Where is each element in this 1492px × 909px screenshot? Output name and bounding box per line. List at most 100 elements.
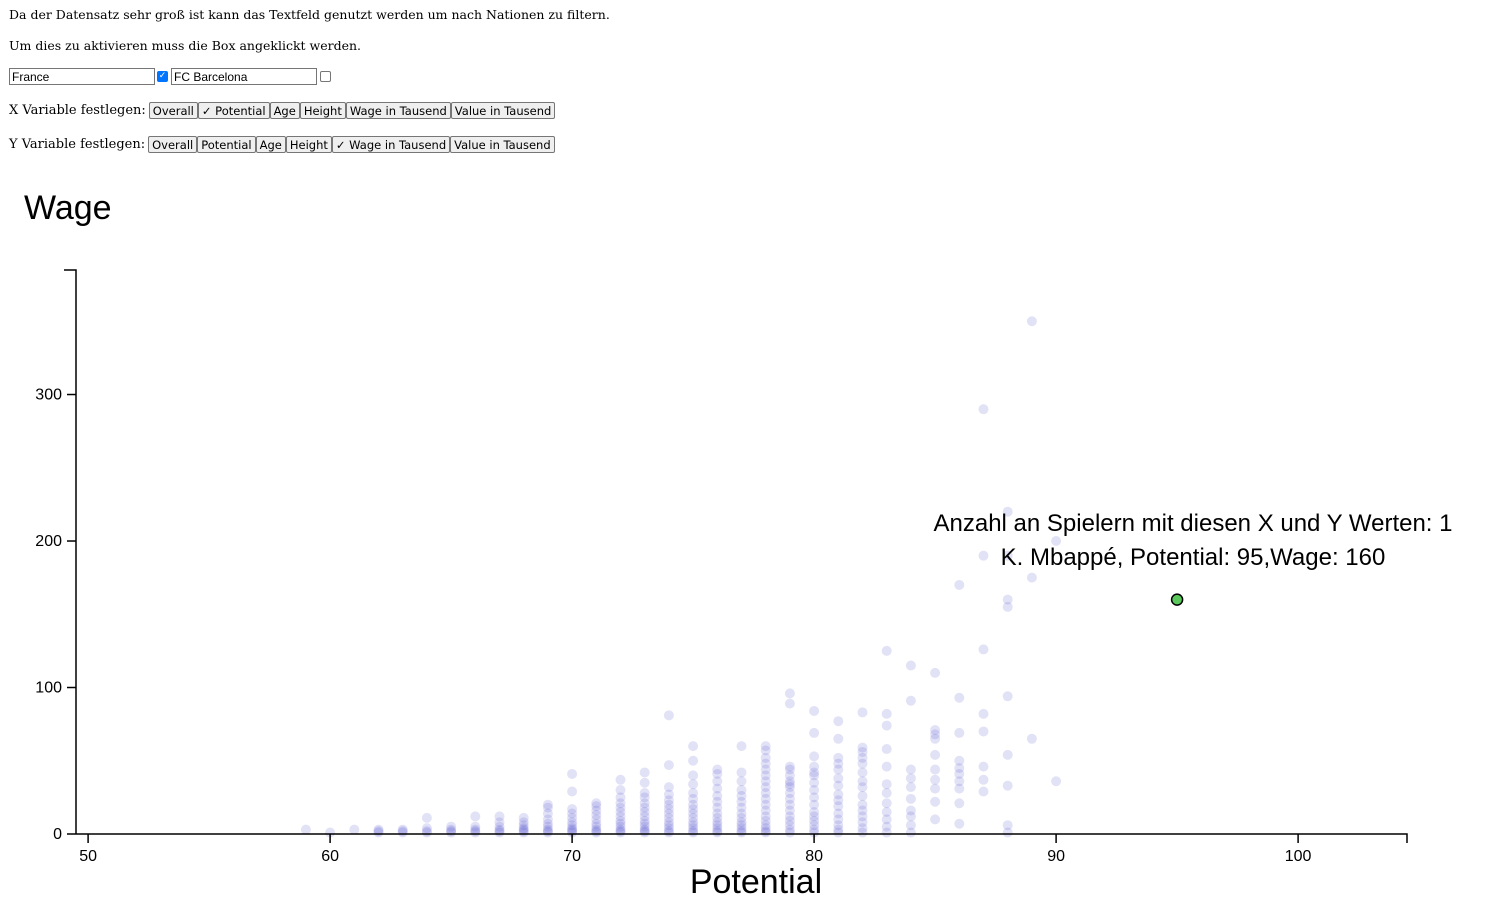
data-point xyxy=(809,785,820,796)
data-point xyxy=(954,755,965,766)
data-point xyxy=(954,763,965,774)
data-point xyxy=(881,807,892,818)
data-point xyxy=(930,729,941,740)
data-point xyxy=(881,744,892,755)
data-point xyxy=(688,808,699,819)
data-point xyxy=(881,645,892,656)
data-point xyxy=(688,755,699,766)
data-point xyxy=(954,692,965,703)
x-option-value-button[interactable]: Value in Tausend xyxy=(450,102,556,119)
data-point xyxy=(905,782,916,793)
data-point xyxy=(833,824,844,835)
data-point xyxy=(736,776,747,787)
data-point xyxy=(1002,780,1013,791)
data-point xyxy=(736,790,747,801)
data-point xyxy=(615,815,626,826)
data-point xyxy=(784,811,795,822)
data-point xyxy=(639,787,650,798)
data-point xyxy=(1002,601,1013,612)
data-point xyxy=(712,817,723,828)
x-option-age-button[interactable]: Age xyxy=(269,102,300,119)
data-point xyxy=(567,812,578,823)
nation-filter-input[interactable] xyxy=(9,68,155,85)
data-point xyxy=(615,785,626,796)
data-point xyxy=(663,760,674,771)
data-point xyxy=(639,798,650,809)
data-point xyxy=(567,817,578,828)
data-point xyxy=(784,793,795,804)
data-point xyxy=(930,814,941,825)
x-option-overall-button[interactable]: Overall xyxy=(148,102,198,119)
y-option-age-button[interactable]: Age xyxy=(255,136,286,153)
data-point xyxy=(591,827,602,838)
y-option-wage-button[interactable]: ✓ Wage in Tausend xyxy=(331,136,451,153)
x-option-wage-button[interactable]: Wage in Tausend xyxy=(345,102,451,119)
data-point xyxy=(736,820,747,831)
data-point xyxy=(325,827,336,838)
data-point xyxy=(857,827,868,838)
data-point xyxy=(760,815,771,826)
data-point xyxy=(663,799,674,810)
data-point xyxy=(688,770,699,781)
data-point xyxy=(809,807,820,818)
y-variable-row: Y Variable festlegen: Overall Potential … xyxy=(9,136,555,153)
x-variable-row: X Variable festlegen: Overall ✓ Potentia… xyxy=(9,102,556,119)
x-option-height-button[interactable]: Height xyxy=(299,102,346,119)
data-point xyxy=(663,812,674,823)
data-point xyxy=(591,821,602,832)
data-point xyxy=(857,746,868,757)
x-tick-label: 100 xyxy=(1285,848,1312,865)
data-point xyxy=(712,776,723,787)
data-point xyxy=(688,823,699,834)
data-point xyxy=(760,787,771,798)
club-filter-input[interactable] xyxy=(171,68,317,85)
data-point xyxy=(809,767,820,778)
y-option-value-button[interactable]: Value in Tausend xyxy=(450,136,555,153)
club-filter-checkbox[interactable] xyxy=(320,71,331,82)
x-tick-label: 70 xyxy=(563,848,581,865)
data-point xyxy=(857,742,868,753)
nation-filter-checkbox[interactable]: ✓ xyxy=(157,71,168,82)
data-point xyxy=(760,782,771,793)
data-point xyxy=(784,799,795,810)
data-point xyxy=(760,770,771,781)
data-point xyxy=(688,812,699,823)
data-point xyxy=(881,779,892,790)
data-point xyxy=(784,820,795,831)
data-point xyxy=(760,776,771,787)
data-point xyxy=(784,761,795,772)
data-point xyxy=(663,789,674,800)
data-point xyxy=(421,827,432,838)
data-point xyxy=(760,752,771,763)
data-point xyxy=(349,824,360,835)
data-point xyxy=(784,805,795,816)
data-point xyxy=(518,827,529,838)
data-point xyxy=(809,815,820,826)
data-point xyxy=(663,817,674,828)
data-point xyxy=(518,823,529,834)
data-point xyxy=(542,814,553,825)
y-option-potential-button[interactable]: Potential xyxy=(197,136,256,153)
x-option-potential-button[interactable]: ✓ Potential xyxy=(197,102,270,119)
tooltip-player: K. Mbappé, Potential: 95,Wage: 160 xyxy=(1001,544,1386,571)
data-point xyxy=(857,776,868,787)
data-point xyxy=(809,811,820,822)
data-point xyxy=(639,807,650,818)
y-tick-label: 300 xyxy=(35,387,62,404)
y-option-height-button[interactable]: Height xyxy=(285,136,332,153)
data-point xyxy=(518,812,529,823)
data-point xyxy=(688,779,699,790)
data-point xyxy=(470,827,481,838)
tooltip-count: Anzahl an Spielern mit diesen X und Y We… xyxy=(934,510,1453,537)
y-option-overall-button[interactable]: Overall xyxy=(148,136,198,153)
data-point xyxy=(397,827,408,838)
data-point xyxy=(784,827,795,838)
data-point xyxy=(712,827,723,838)
x-axis-line xyxy=(76,833,1408,843)
data-point xyxy=(784,787,795,798)
data-point xyxy=(446,827,457,838)
data-point xyxy=(833,764,844,775)
data-point xyxy=(615,811,626,822)
data-point xyxy=(833,716,844,727)
data-point xyxy=(833,752,844,763)
